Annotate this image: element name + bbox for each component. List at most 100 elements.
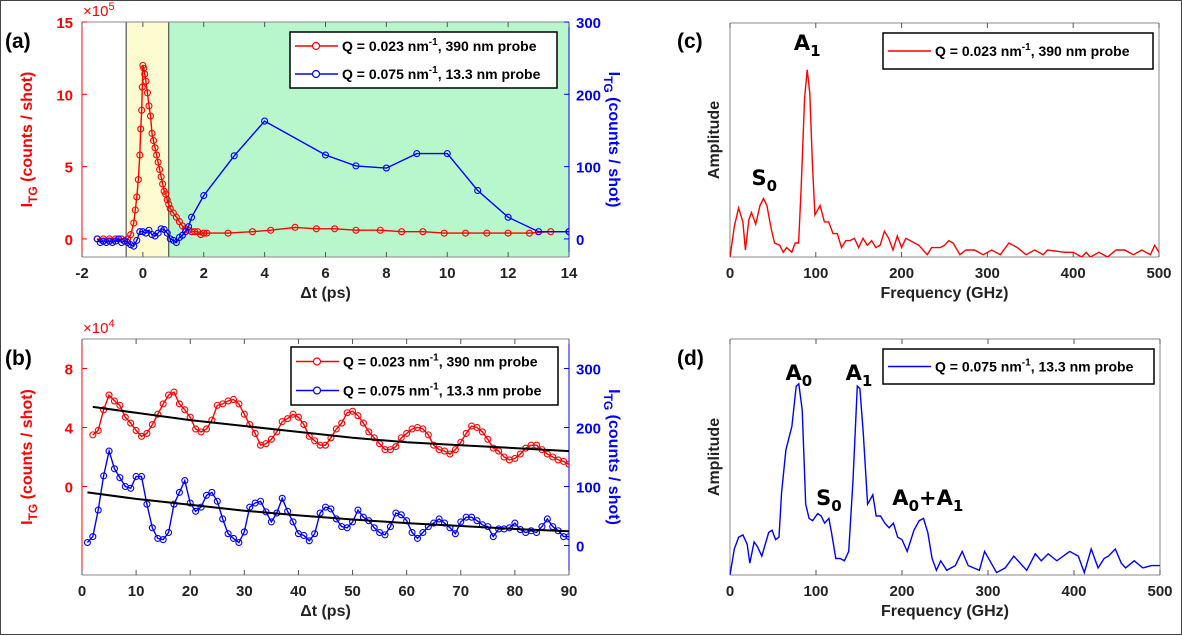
data-point: [229, 395, 238, 404]
series-line-0: [730, 382, 1160, 575]
y-left-tick-label: 10: [56, 87, 73, 104]
data-point: [203, 229, 211, 237]
peak-annotation: A0+A1: [892, 486, 963, 515]
data-point: [165, 528, 173, 537]
text-part: (counts / shot): [605, 93, 622, 208]
text-part: -1: [429, 65, 438, 76]
data-point: [105, 391, 113, 399]
x-tick-label: 60: [398, 583, 415, 600]
data-point: [139, 61, 147, 69]
data-point: [121, 413, 129, 421]
data-point: [149, 137, 158, 145]
data-point: [219, 515, 227, 523]
legend: Q = 0.075 nm-1, 13.3 nm probe: [882, 348, 1155, 385]
legend: Q = 0.023 nm-1, 390 nm probe: [882, 32, 1154, 70]
peak-annotation: S0: [816, 486, 842, 515]
data-point: [370, 434, 378, 442]
text-part: -1: [429, 37, 438, 48]
text-part: 0: [909, 497, 919, 515]
text-part: -1: [430, 382, 439, 393]
x-tick-label: 4: [260, 265, 269, 282]
text-part: +A: [919, 486, 954, 510]
data-point: [202, 425, 211, 433]
text-part: , 390 nm probe: [439, 354, 538, 370]
x-tick-label: 6: [321, 265, 329, 282]
data-point: [159, 400, 167, 408]
y-right-tick-label: 100: [576, 480, 601, 497]
data-point: [261, 117, 269, 125]
x-tick-label: 500: [1146, 265, 1171, 282]
text-part: 0: [831, 497, 841, 515]
text-part: TG: [26, 186, 40, 203]
data-point: [154, 410, 162, 418]
data-point: [175, 488, 183, 496]
text-part: 5: [108, 1, 114, 13]
x-tick-label: 0: [78, 583, 86, 600]
data-point: [349, 407, 357, 415]
y-left-tick-label: 5: [65, 160, 73, 177]
x-tick-label: 100: [803, 583, 828, 600]
y-axis-label: Amplitude: [706, 418, 723, 496]
text-part: (counts / shot): [19, 389, 36, 504]
data-point: [331, 225, 339, 233]
data-point: [543, 515, 551, 523]
data-point: [213, 497, 221, 505]
data-point: [430, 519, 438, 527]
data-point: [504, 213, 512, 221]
legend-swatch-marker: [312, 386, 322, 395]
data-point: [116, 401, 124, 409]
legend-box: [290, 346, 559, 406]
data-point: [154, 158, 162, 166]
data-point: [89, 431, 97, 439]
data-point: [267, 435, 275, 443]
x-tick-label: 0: [726, 583, 734, 600]
fit-curve: [92, 405, 569, 453]
data-point: [321, 441, 330, 449]
data-point: [451, 530, 459, 538]
data-point: [440, 447, 449, 455]
text-part: ×10: [83, 320, 108, 337]
panel-label: (b): [5, 347, 32, 370]
x-axis-label: Frequency (GHz): [880, 285, 1008, 302]
text-part: 4: [108, 318, 114, 330]
data-point: [100, 406, 108, 414]
y-multiplier: ×105: [83, 1, 115, 20]
data-point: [127, 231, 135, 239]
data-point: [376, 226, 384, 234]
legend-entry-label: Q = 0.023 nm-1, 390 nm probe: [342, 37, 537, 54]
data-point: [430, 441, 438, 449]
data-point: [424, 431, 432, 439]
data-point: [235, 400, 243, 408]
panel-label: (c): [677, 30, 703, 53]
text-part: 0: [767, 177, 777, 195]
data-point: [133, 193, 141, 201]
data-point: [127, 419, 135, 427]
text-part: TG: [601, 76, 615, 93]
data-point: [504, 229, 512, 237]
y-right-tick-label: 200: [576, 421, 601, 438]
series-line-0: [730, 69, 1159, 257]
data-point: [181, 228, 190, 236]
data-point: [202, 491, 211, 499]
x-tick-label: 30: [236, 583, 253, 600]
y-left-label: ITG (counts / shot): [19, 389, 40, 525]
x-tick-label: 14: [561, 265, 578, 282]
data-point: [291, 223, 299, 231]
data-point: [94, 506, 102, 514]
data-point: [197, 428, 205, 436]
text-part: A: [785, 361, 802, 385]
data-point: [461, 229, 470, 237]
text-part: S: [752, 166, 767, 190]
x-tick-label: 0: [139, 265, 147, 282]
text-part: 0: [802, 372, 812, 390]
y-right-label: ITG (counts / shot): [601, 389, 622, 525]
y-right-tick-label: 300: [576, 15, 601, 32]
text-part: 1: [953, 497, 963, 515]
data-point: [565, 533, 569, 541]
data-point: [560, 533, 568, 541]
data-point: [352, 162, 360, 170]
x-tick-label: 400: [1061, 265, 1086, 282]
data-point: [188, 213, 196, 221]
